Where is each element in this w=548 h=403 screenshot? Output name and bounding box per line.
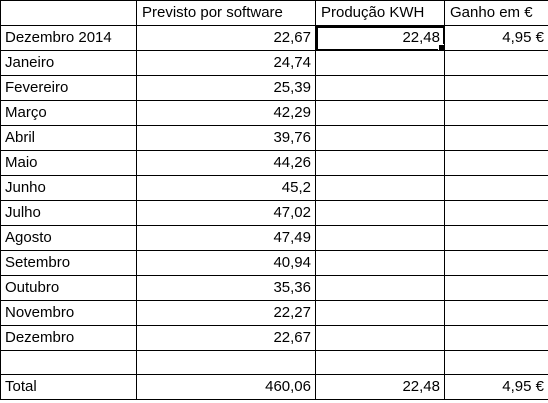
month-cell[interactable]: Setembro [0,250,137,276]
previsto-cell[interactable]: 39,76 [136,125,316,151]
ganho-cell[interactable] [444,275,548,301]
month-cell[interactable]: Dezembro [0,325,137,351]
previsto-cell[interactable]: 40,94 [136,250,316,276]
month-cell[interactable] [0,350,137,375]
producao-cell[interactable] [315,75,445,101]
ganho-cell[interactable] [444,225,548,251]
header-row: Previsto por software Produção KWH Ganho… [0,0,548,26]
previsto-cell[interactable]: 47,02 [136,200,316,226]
ganho-cell[interactable] [444,175,548,201]
previsto-cell[interactable]: 22,27 [136,300,316,326]
table-row: Agosto 47,49 [0,225,548,251]
producao-cell-selected[interactable]: 22,48 [315,25,445,51]
month-cell[interactable]: Novembro [0,300,137,326]
ganho-cell[interactable] [444,200,548,226]
ganho-cell[interactable]: 4,95 € [444,25,548,51]
month-cell[interactable]: Agosto [0,225,137,251]
total-producao-cell[interactable]: 22,48 [315,374,445,400]
previsto-cell[interactable]: 24,74 [136,50,316,76]
total-previsto-cell[interactable]: 460,06 [136,374,316,400]
ganho-cell[interactable] [444,300,548,326]
previsto-cell[interactable]: 35,36 [136,275,316,301]
table-row: Março 42,29 [0,100,548,126]
producao-cell[interactable] [315,300,445,326]
ganho-cell[interactable] [444,325,548,351]
previsto-cell[interactable]: 42,29 [136,100,316,126]
producao-cell[interactable] [315,150,445,176]
total-row: Total 460,06 22,48 4,95 € [0,374,548,400]
table-row: Janeiro 24,74 [0,50,548,76]
producao-cell[interactable] [315,350,445,375]
table-row: Novembro 22,27 [0,300,548,326]
producao-cell[interactable] [315,50,445,76]
header-cell-producao[interactable]: Produção KWH [315,0,445,26]
table-row: Junho 45,2 [0,175,548,201]
ganho-cell[interactable] [444,50,548,76]
month-cell[interactable]: Fevereiro [0,75,137,101]
table-row: Fevereiro 25,39 [0,75,548,101]
previsto-cell[interactable]: 22,67 [136,325,316,351]
producao-cell[interactable] [315,175,445,201]
previsto-cell[interactable] [136,350,316,375]
ganho-cell[interactable] [444,100,548,126]
ganho-cell[interactable] [444,150,548,176]
header-cell-a[interactable] [0,0,137,26]
header-cell-previsto[interactable]: Previsto por software [136,0,316,26]
producao-cell[interactable] [315,125,445,151]
month-cell[interactable]: Março [0,100,137,126]
table-row: Outubro 35,36 [0,275,548,301]
month-cell[interactable]: Abril [0,125,137,151]
previsto-cell[interactable]: 22,67 [136,25,316,51]
total-ganho-cell[interactable]: 4,95 € [444,374,548,400]
table-row-empty [0,350,548,375]
previsto-cell[interactable]: 45,2 [136,175,316,201]
ganho-cell[interactable] [444,125,548,151]
producao-cell[interactable] [315,325,445,351]
table-row: Dezembro 2014 22,67 22,48 4,95 € [0,25,548,51]
previsto-cell[interactable]: 47,49 [136,225,316,251]
table-row: Dezembro 22,67 [0,325,548,351]
producao-cell[interactable] [315,200,445,226]
table-row: Setembro 40,94 [0,250,548,276]
month-cell[interactable]: Outubro [0,275,137,301]
producao-cell[interactable] [315,250,445,276]
month-cell[interactable]: Maio [0,150,137,176]
month-cell[interactable]: Dezembro 2014 [0,25,137,51]
producao-cell-value: 22,48 [402,29,440,46]
ganho-cell[interactable] [444,250,548,276]
producao-cell[interactable] [315,225,445,251]
month-cell[interactable]: Janeiro [0,50,137,76]
ganho-cell[interactable] [444,350,548,375]
table-row: Maio 44,26 [0,150,548,176]
previsto-cell[interactable]: 25,39 [136,75,316,101]
month-cell[interactable]: Junho [0,175,137,201]
table-row: Julho 47,02 [0,200,548,226]
table-row: Abril 39,76 [0,125,548,151]
producao-cell[interactable] [315,275,445,301]
total-label-cell[interactable]: Total [0,374,137,400]
ganho-cell[interactable] [444,75,548,101]
previsto-cell[interactable]: 44,26 [136,150,316,176]
producao-cell[interactable] [315,100,445,126]
header-cell-ganho[interactable]: Ganho em € [444,0,548,26]
fill-handle[interactable] [438,44,444,50]
month-cell[interactable]: Julho [0,200,137,226]
